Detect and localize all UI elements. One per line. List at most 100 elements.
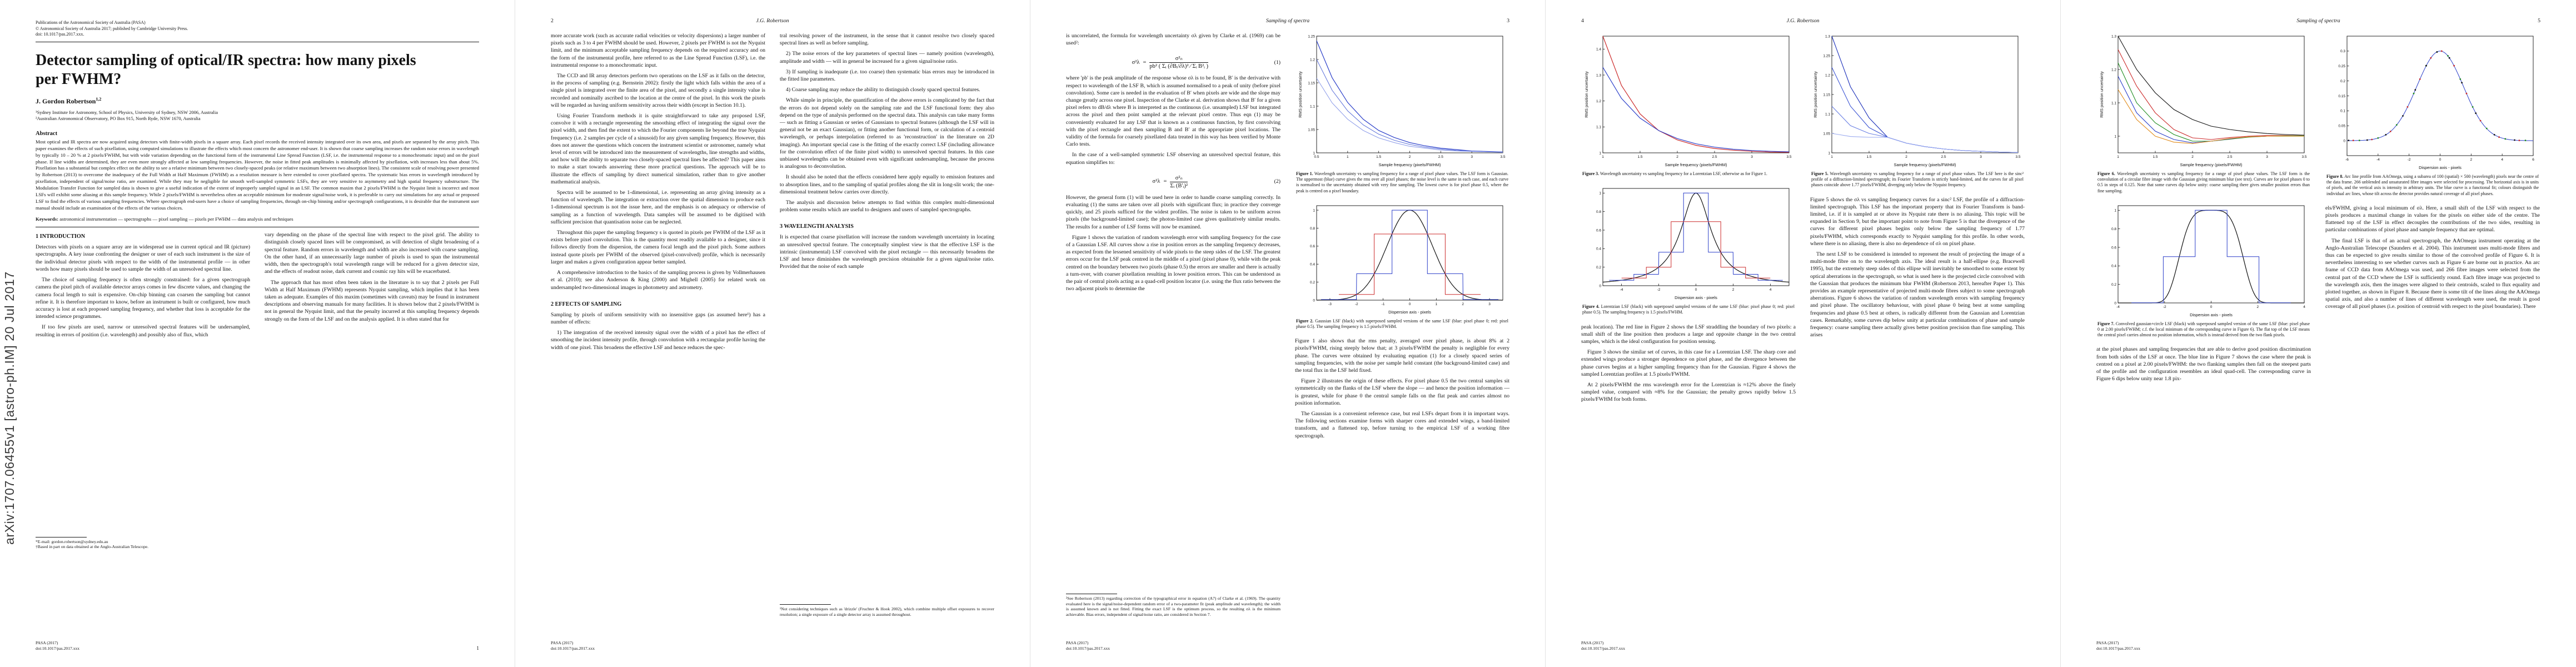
svg-text:Dispersion axis - pixels: Dispersion axis - pixels: [1388, 310, 1431, 315]
equation-equals: =: [1163, 178, 1167, 185]
svg-text:Sample frequency (pixels/FWHM: Sample frequency (pixels/FWHM): [1378, 162, 1441, 167]
running-head-page-number: 2: [551, 18, 554, 24]
figure-3-chart: 1 1.5 2 2.5 3 3.5 1 1.1 1.2 1.3 1.4 Sample frequenc…: [1584, 36, 1792, 167]
figure-1-caption: Figure 1. Wavelength uncertainty vs samp…: [1296, 171, 1508, 193]
running-head-page-number: 5: [2538, 18, 2540, 24]
svg-text:-3: -3: [1328, 302, 1332, 306]
equation-numerator: σ²ₙ: [1149, 55, 1208, 63]
footnote-clarke: ²See Robertson (2013) regarding correcti…: [1066, 595, 1280, 618]
svg-text:RMS position uncertainty: RMS position uncertainty: [1584, 71, 1589, 118]
svg-text:0: 0: [1695, 288, 1697, 292]
svg-text:1: 1: [1599, 151, 1601, 155]
svg-text:1.1: 1.1: [1825, 112, 1830, 116]
svg-text:0: 0: [2439, 158, 2442, 162]
svg-text:1.5: 1.5: [1637, 155, 1642, 159]
svg-text:2: 2: [1462, 302, 1464, 306]
svg-text:1.1: 1.1: [1596, 126, 1601, 130]
svg-text:1: 1: [1602, 155, 1604, 159]
running-head: 2 J.G. Robertson: [551, 18, 994, 24]
running-head-page-number: [1066, 18, 1077, 24]
svg-text:0.8: 0.8: [2111, 227, 2116, 231]
svg-text:1: 1: [1313, 151, 1315, 155]
svg-text:-4: -4: [2116, 305, 2120, 309]
page2-columns: more accurate work (such as accurate rad…: [551, 32, 994, 619]
svg-text:1: 1: [1313, 208, 1315, 212]
author-name: J. Gordon Robertson1,2: [36, 96, 102, 105]
svg-text:6: 6: [2532, 158, 2534, 162]
svg-text:2.5: 2.5: [1712, 155, 1717, 159]
svg-text:-4: -4: [2376, 158, 2380, 162]
svg-text:0.8: 0.8: [1596, 210, 1601, 214]
svg-text:2: 2: [2191, 155, 2194, 159]
page-footer: PASA (2017) doi:10.1017/pas.2017.xxx: [1066, 640, 1110, 651]
column-left: is uncorrelated, the formula for wavelen…: [1066, 32, 1280, 619]
svg-text:1.2: 1.2: [1596, 99, 1601, 103]
footer-doi: doi:10.1017/pas.2017.xxx: [2096, 646, 2141, 651]
body-paragraph: Figure 5 shows the σλ vs sampling freque…: [1810, 196, 2025, 247]
column-left: more accurate work (such as accurate rad…: [551, 32, 765, 619]
body-paragraph: A comprehensive introduction to the basi…: [551, 270, 765, 291]
body-paragraph: where 'pb' is the peak amplitude of the …: [1066, 75, 1281, 148]
equation-1: σ²λ = σ²ₙ pb² ( Σᵢ (∂Bᵢ/∂λ)² ⁄ Σᵢ B²ᵢ ) …: [1066, 55, 1280, 69]
column-right: tral resolving power of the instrument, …: [780, 32, 994, 619]
svg-text:4: 4: [2303, 305, 2305, 309]
svg-text:3.5: 3.5: [2015, 155, 2020, 159]
svg-text:Dispersion axis - pixels: Dispersion axis - pixels: [2419, 165, 2462, 170]
column-right: vary depending on the phase of the spect…: [265, 231, 479, 551]
svg-text:3: 3: [1488, 302, 1491, 306]
svg-text:Dispersion axis - pixels: Dispersion axis - pixels: [2190, 312, 2233, 317]
svg-text:0.15: 0.15: [2338, 94, 2345, 98]
svg-text:1.1: 1.1: [2111, 101, 2116, 105]
figure-8-chart: -6 -4 -2 0 2 4 6 0 0.05 0.1 0.15 0.2 0.25 0.3 Dispersi…: [2338, 36, 2534, 170]
equation-equals: =: [1143, 59, 1147, 66]
page-3: Sampling of spectra 3 is uncorrelated, t…: [1030, 0, 1546, 667]
footnote-rule: [780, 604, 831, 605]
svg-text:1.15: 1.15: [1823, 93, 1830, 97]
svg-text:4: 4: [1770, 288, 1772, 292]
page-2: 2 J.G. Robertson more accurate work (suc…: [515, 0, 1030, 667]
figure-4-chart: -4 -2 0 2 4 0 0.2 0.4 0.6 0.8 1 Dispersion axis - p…: [1596, 188, 1790, 300]
running-head: Sampling of spectra 3: [1066, 18, 1509, 24]
body-paragraph: at the pixel phases and sampling frequen…: [2096, 346, 2311, 382]
svg-text:0.6: 0.6: [1596, 229, 1601, 233]
svg-text:1.4: 1.4: [1596, 48, 1601, 52]
svg-text:0.6: 0.6: [2111, 246, 2116, 250]
equation-number: (2): [1274, 178, 1280, 185]
body-paragraph: While simple in principle, the quantific…: [780, 97, 994, 170]
body-paragraph: If too few pixels are used, narrow or un…: [36, 324, 250, 338]
footnote-drizzle: ¹Not considering techniques such as 'dri…: [780, 606, 994, 618]
svg-text:1: 1: [1436, 302, 1438, 306]
body-paragraph: vary depending on the phase of the spect…: [265, 232, 479, 275]
svg-text:0: 0: [1409, 302, 1411, 306]
svg-text:0.2: 0.2: [2340, 79, 2345, 83]
footnote-telescope: †Based in part on data obtained at the A…: [36, 544, 149, 550]
page-5: Sampling of spectra 5 1 1.5 2 2.5 3 3.5 1 1.1 1.…: [2061, 0, 2576, 667]
footer-journal: PASA (2017): [36, 640, 58, 645]
svg-text:1.2: 1.2: [2111, 68, 2116, 72]
section-heading-effects: 2 EFFECTS OF SAMPLING: [551, 301, 622, 307]
svg-text:0.4: 0.4: [2111, 264, 2116, 268]
svg-text:3: 3: [2266, 155, 2268, 159]
column-right: 0.5 1 1.5 2 2.5 3 3.5 1 1.05 1.1 1.15 1.2 1.25 Sample…: [1295, 32, 1509, 619]
svg-text:1.5: 1.5: [2153, 155, 2158, 159]
running-head-page-number: 4: [1581, 18, 1584, 24]
equation-2: σ²λ = σ²ₙ Σᵢ (B′ᵢ)² (2): [1066, 175, 1280, 189]
figure-4-caption: Figure 4. Lorentzian LSF (black) with su…: [1582, 304, 1795, 315]
figure-7-chart: -4 -2 0 2 4 0 0.2 0.4 0.6 0.8 1 Dispersion axis - p…: [2111, 205, 2305, 317]
column-left: 1 1.5 2 2.5 3 3.5 1 1.1 1.2 1.3 1.4 Sample frequenc…: [1581, 32, 1796, 619]
footnotes-block: *E-mail: gordon.robertson@sydney.edu.au …: [36, 536, 250, 551]
figure-4: -4 -2 0 2 4 0 0.2 0.4 0.6 0.8 1 Dispersion axis - p…: [1581, 185, 1796, 323]
footer-doi: doi:10.1017/pas.2017.xxx: [36, 646, 80, 651]
running-head: 4 J.G. Robertson: [1581, 18, 2025, 24]
footer-journal: PASA (2017): [1581, 640, 1604, 645]
svg-text:1.05: 1.05: [1823, 132, 1830, 136]
svg-text:1.2: 1.2: [1825, 73, 1830, 77]
section-heading-introduction: 1 INTRODUCTION: [36, 233, 86, 240]
abstract-text: Most optical and IR spectra are now acqu…: [36, 138, 479, 211]
body-paragraph-list-item: 2) The noise errors of the key parameter…: [780, 51, 994, 64]
svg-text:2: 2: [2470, 158, 2473, 162]
body-paragraph: Detectors with pixels on a square array …: [36, 244, 250, 272]
svg-text:2: 2: [2256, 305, 2259, 309]
page-footer: PASA (2017) doi:10.1017/pas.2017.xxx: [36, 640, 79, 651]
running-head-title: Sampling of spectra: [2296, 18, 2340, 24]
